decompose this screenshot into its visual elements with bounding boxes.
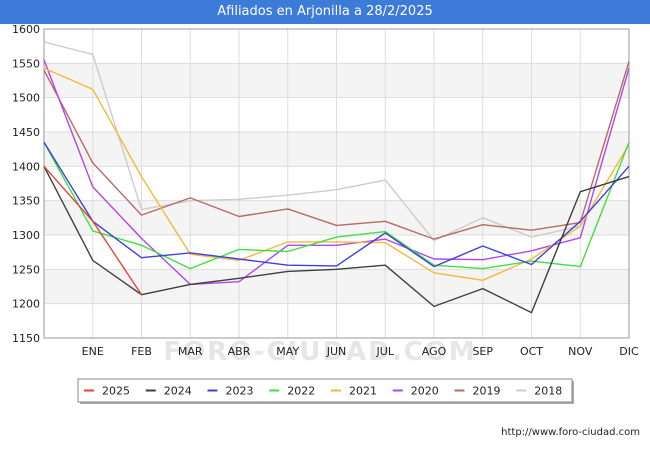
series-line-2025 [43, 165, 143, 296]
series-line-2021 [43, 67, 630, 281]
y-tick-label: 1500 [12, 92, 40, 105]
y-tick-label: 1150 [12, 332, 40, 345]
y-tick-label: 1200 [12, 298, 40, 311]
legend-label: 2025 [102, 385, 130, 398]
x-tick-label: OCT [520, 345, 543, 358]
series-lines [43, 41, 630, 314]
x-tick-label: MAY [276, 345, 299, 358]
x-tick-label: MAR [178, 345, 203, 358]
legend-label: 2020 [411, 385, 439, 398]
x-axis-ticks: ENE FEB MAR ABR MAY JUN JUL AGO SEP OCT NOV DIC [82, 345, 639, 358]
x-tick-label: ENE [82, 345, 104, 358]
legend-label: 2019 [473, 385, 501, 398]
series-line-2019 [43, 61, 630, 240]
chart-title: Afiliados en Arjonilla a 28/2/2025 [0, 0, 650, 24]
series-line-2023 [43, 141, 630, 268]
y-tick-label: 1300 [12, 229, 40, 242]
x-tick-label: SEP [472, 345, 493, 358]
legend-label: 2022 [287, 385, 315, 398]
series-line-2020 [43, 59, 630, 286]
x-tick-label: JUN [326, 345, 347, 358]
legend-label: 2024 [164, 385, 192, 398]
watermark: FORO-CIUDAD.COM [163, 337, 476, 367]
x-tick-label: NOV [568, 345, 593, 358]
y-tick-label: 1400 [12, 160, 40, 173]
y-tick-label: 1250 [12, 263, 40, 276]
plot-area-border [43, 28, 630, 339]
legend: 2025 2024 2023 2022 2021 2020 2019 2018 [77, 378, 574, 404]
y-tick-label: 1350 [12, 195, 40, 208]
legend-label: 2021 [349, 385, 377, 398]
x-tick-label: FEB [131, 345, 152, 358]
x-tick-label: DIC [619, 345, 639, 358]
y-tick-label: 1550 [12, 57, 40, 70]
legend-label: 2023 [226, 385, 254, 398]
legend-box [77, 378, 573, 403]
y-axis-ticks: 1150 1200 1250 1300 1350 1400 1450 1500 1550 1600 [12, 23, 40, 345]
x-tick-label: AGO [422, 345, 447, 358]
plot-frame [43, 28, 630, 339]
series-line-2018 [43, 41, 581, 242]
source-credit: http://www.foro-ciudad.com [501, 427, 640, 438]
series-line-2022 [43, 141, 630, 270]
x-tick-label: ABR [228, 345, 251, 358]
y-tick-label: 1450 [12, 126, 40, 139]
y-tick-label: 1600 [12, 23, 40, 36]
legend-label: 2018 [534, 385, 562, 398]
x-tick-label: JUL [376, 345, 395, 358]
